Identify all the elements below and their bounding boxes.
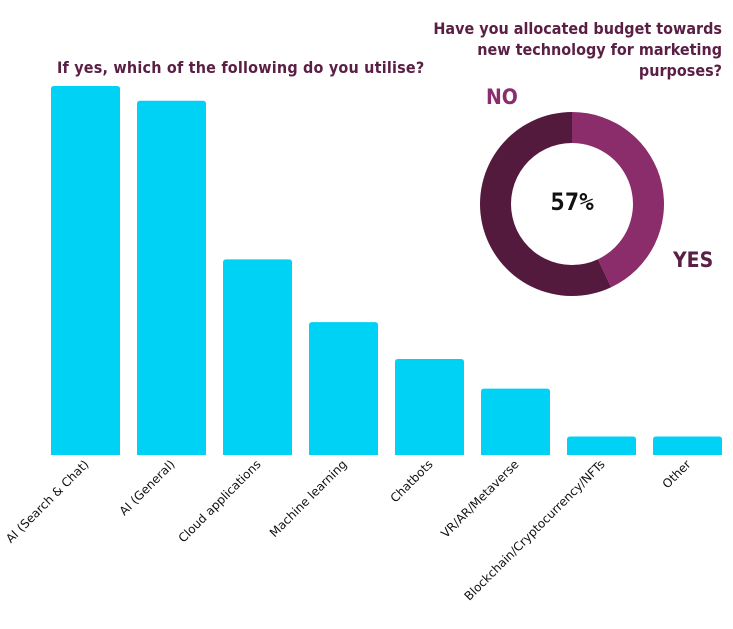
bar-machine-learning — [309, 322, 378, 455]
donut-slice-yes — [480, 112, 612, 296]
bar-chart-title: If yes, which of the following do you ut… — [57, 58, 425, 77]
bar-chatbots — [395, 359, 464, 455]
x-tick-label: AI (General) — [117, 457, 178, 518]
bar-ai-general — [137, 100, 206, 455]
x-tick-label: AI (Search & Chat) — [3, 457, 92, 546]
donut-legend-no: NO — [486, 85, 518, 109]
donut-slice-no — [572, 112, 665, 288]
x-tick-label: Chatbots — [388, 457, 436, 505]
donut-chart-title: Have you allocated budget towards new te… — [433, 19, 722, 80]
x-tick-label: Cloud applications — [176, 457, 264, 545]
bar-blockchain-cryptocurrency-nfts — [567, 436, 636, 455]
donut-center-value: 57% — [550, 188, 594, 216]
x-tick-label: Other — [660, 457, 694, 491]
x-tick-label: Blockchain/Cryptocurrency/NFTs — [461, 457, 607, 603]
x-tick-label: VR/AR/Metaverse — [438, 457, 521, 540]
bar-ai-search-chat — [51, 86, 120, 455]
bar-other — [653, 436, 722, 455]
donut-legend-yes: YES — [673, 248, 714, 272]
bar-cloud-applications — [223, 259, 292, 455]
bar-vr-ar-metaverse — [481, 388, 550, 455]
x-tick-label: Machine learning — [267, 457, 350, 540]
